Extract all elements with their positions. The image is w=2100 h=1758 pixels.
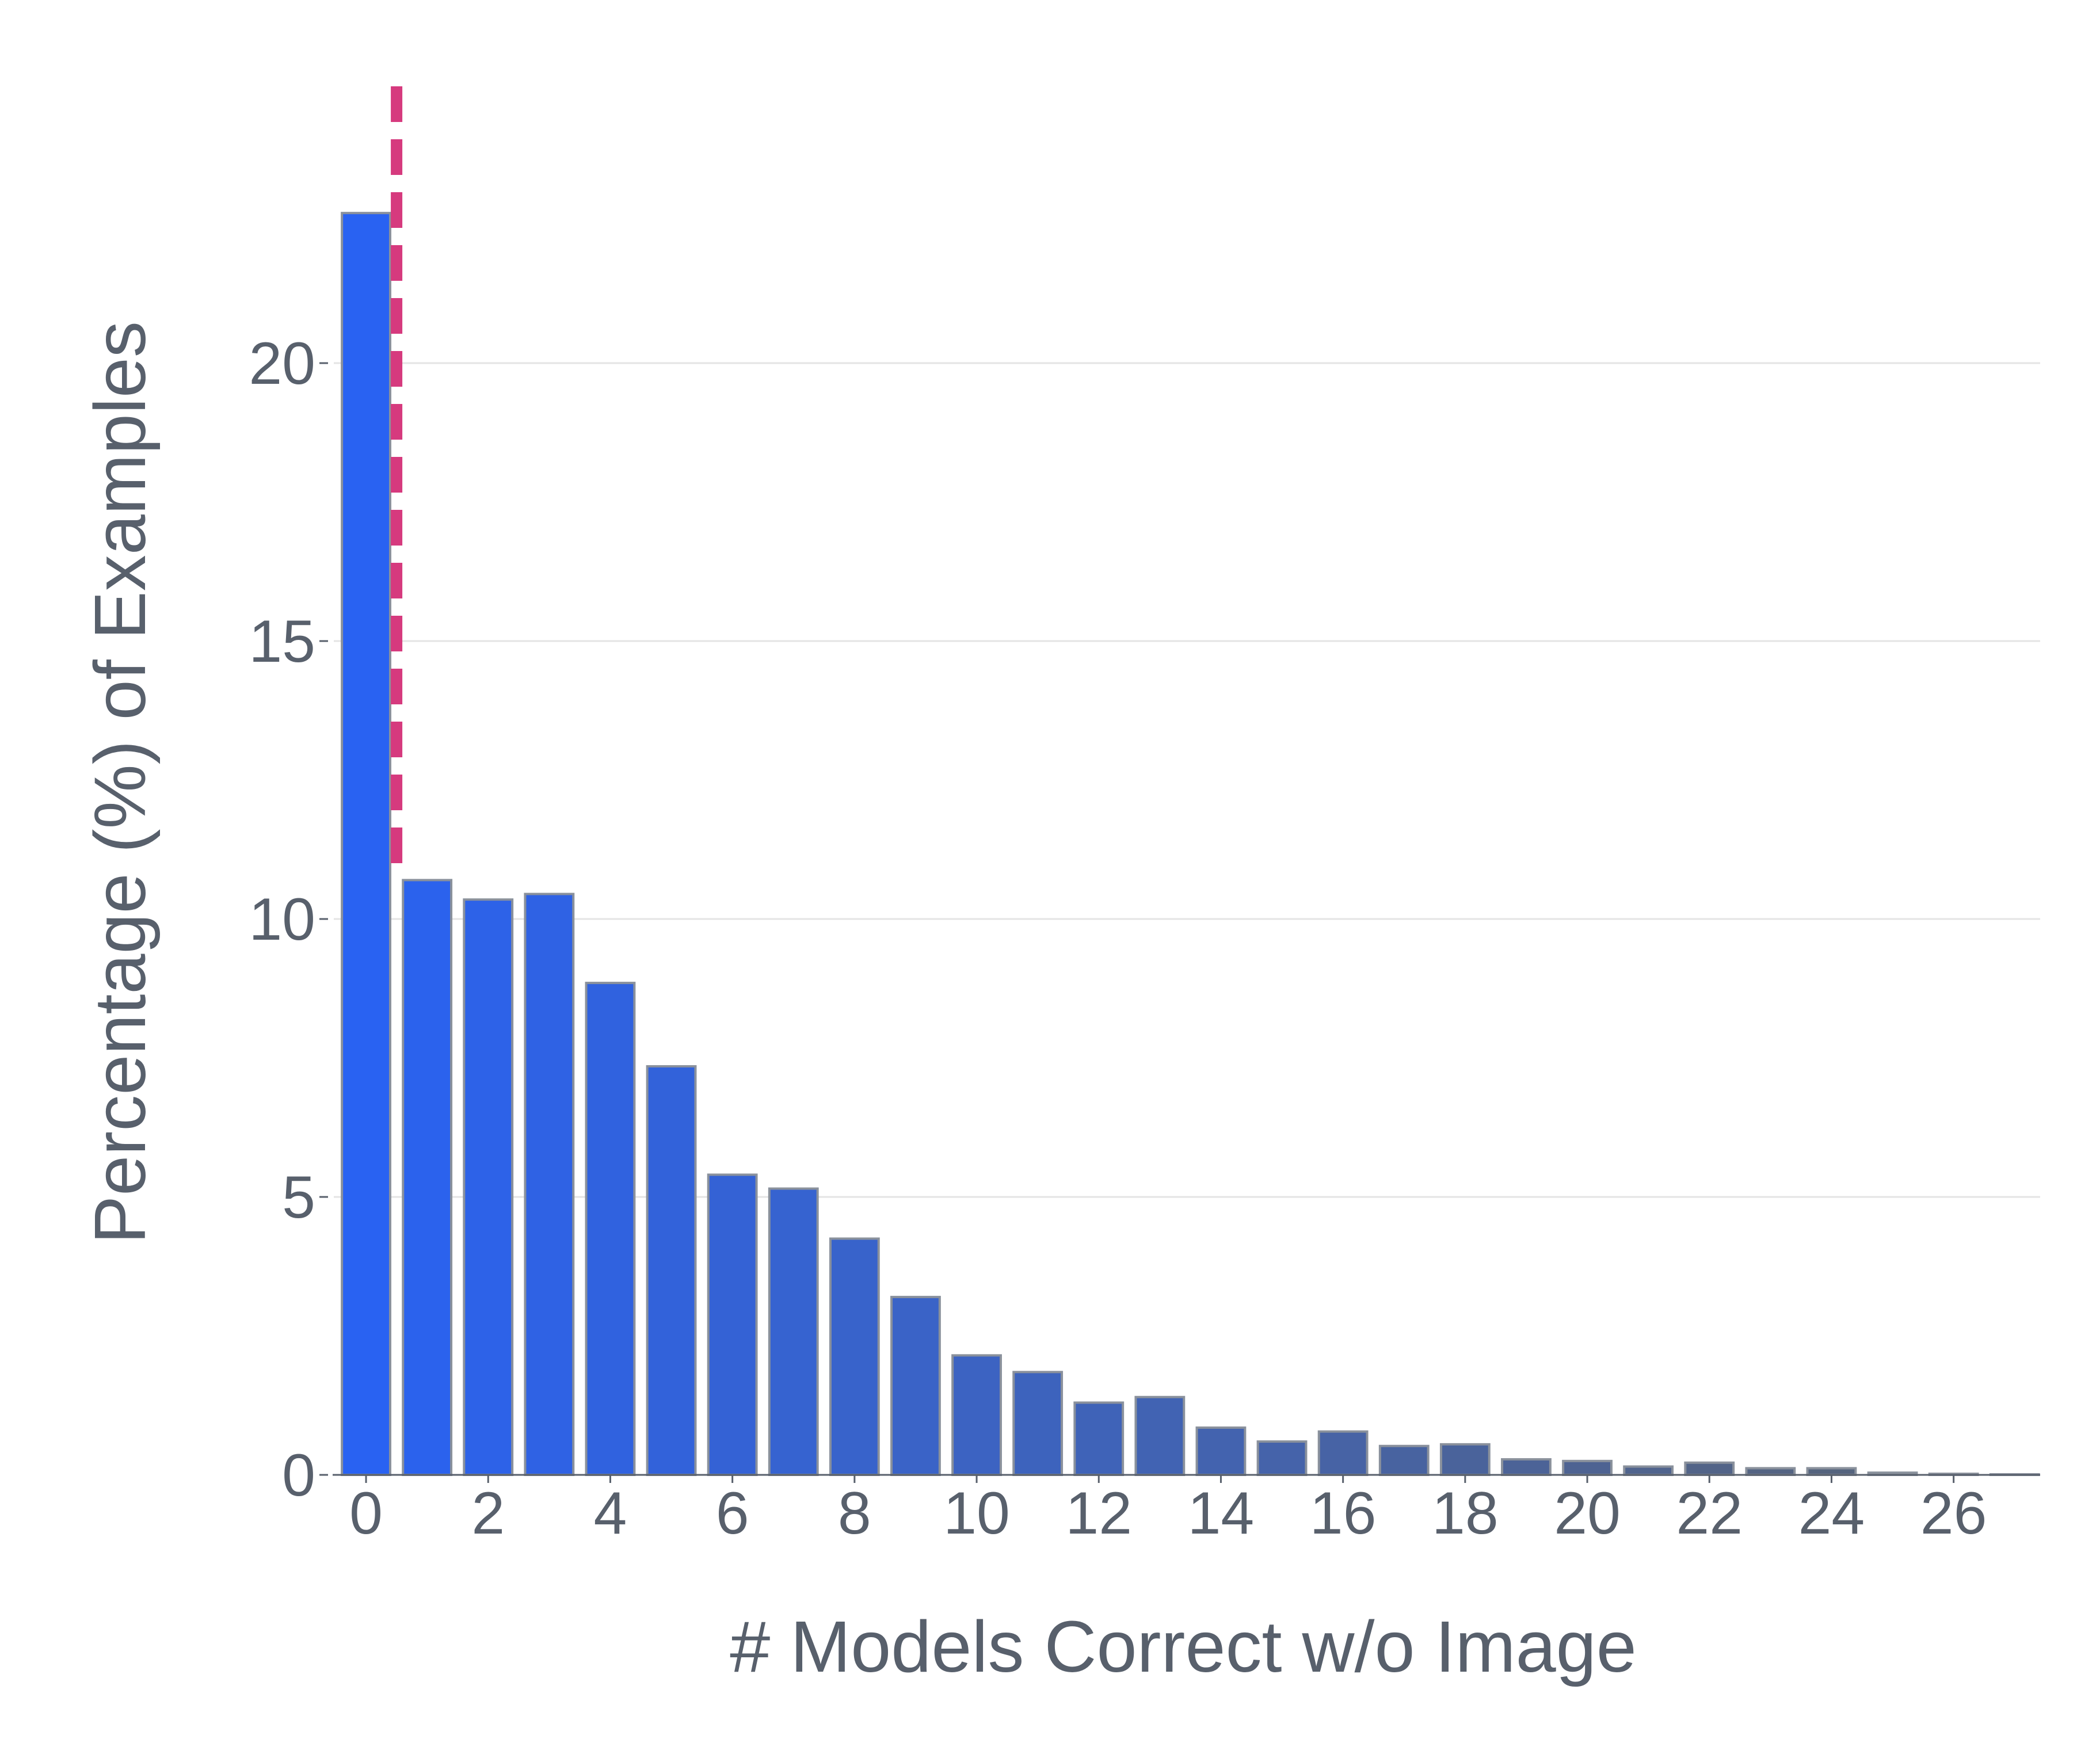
x-tick-label: 8 bbox=[838, 1480, 871, 1547]
x-tick-label: 24 bbox=[1798, 1480, 1865, 1547]
y-tick-label: 10 bbox=[249, 886, 315, 953]
bar bbox=[1317, 1430, 1369, 1477]
bar bbox=[1439, 1443, 1491, 1477]
x-tick-label: 14 bbox=[1188, 1480, 1255, 1547]
y-tick-label: 15 bbox=[249, 608, 315, 675]
bar bbox=[1684, 1461, 1735, 1477]
y-tick-label: 0 bbox=[282, 1442, 315, 1509]
bar bbox=[1195, 1426, 1247, 1476]
bar bbox=[1073, 1401, 1125, 1476]
bar bbox=[585, 982, 636, 1476]
y-tick-label: 20 bbox=[249, 330, 315, 397]
x-tick-label: 22 bbox=[1676, 1480, 1743, 1547]
bar bbox=[707, 1173, 758, 1476]
bar bbox=[1012, 1371, 1064, 1477]
x-axis-title: # Models Correct w/o Image bbox=[730, 1606, 1637, 1687]
x-tick-label: 18 bbox=[1432, 1480, 1499, 1547]
bar bbox=[524, 893, 575, 1476]
bar bbox=[1562, 1459, 1613, 1477]
x-tick-label: 26 bbox=[1920, 1480, 1987, 1547]
bar bbox=[463, 898, 514, 1476]
bar bbox=[1378, 1444, 1430, 1477]
bar bbox=[1745, 1467, 1796, 1476]
x-tick-label: 0 bbox=[349, 1480, 383, 1547]
x-tick-label: 20 bbox=[1554, 1480, 1621, 1547]
gridlines bbox=[334, 362, 2040, 1198]
bar bbox=[341, 212, 391, 1477]
bar bbox=[646, 1065, 697, 1476]
x-tick-label: 6 bbox=[716, 1480, 749, 1547]
bar bbox=[1256, 1440, 1308, 1477]
x-tick-label: 2 bbox=[471, 1480, 505, 1547]
y-axis-title: Percentage (%) of Examples bbox=[79, 321, 161, 1244]
x-tick-label: 10 bbox=[943, 1480, 1010, 1547]
bar bbox=[1134, 1395, 1186, 1477]
bar bbox=[1501, 1458, 1552, 1476]
x-tick-label: 12 bbox=[1065, 1480, 1132, 1547]
bar bbox=[890, 1295, 941, 1476]
bar bbox=[829, 1237, 880, 1476]
bar bbox=[951, 1354, 1002, 1477]
x-tick-label: 4 bbox=[594, 1480, 627, 1547]
y-axis-ticks: 0 5 10 15 20 bbox=[249, 330, 328, 1509]
bar bbox=[1806, 1467, 1857, 1476]
x-axis-ticks: 0 2 4 6 8 10 12 14 16 18 20 22 24 26 bbox=[349, 1475, 1987, 1547]
bar bbox=[768, 1187, 819, 1476]
bar bbox=[1623, 1465, 1674, 1477]
x-tick-label: 16 bbox=[1310, 1480, 1377, 1547]
bars bbox=[341, 212, 2040, 1477]
y-tick-label: 5 bbox=[282, 1164, 315, 1231]
bar bbox=[402, 879, 453, 1476]
